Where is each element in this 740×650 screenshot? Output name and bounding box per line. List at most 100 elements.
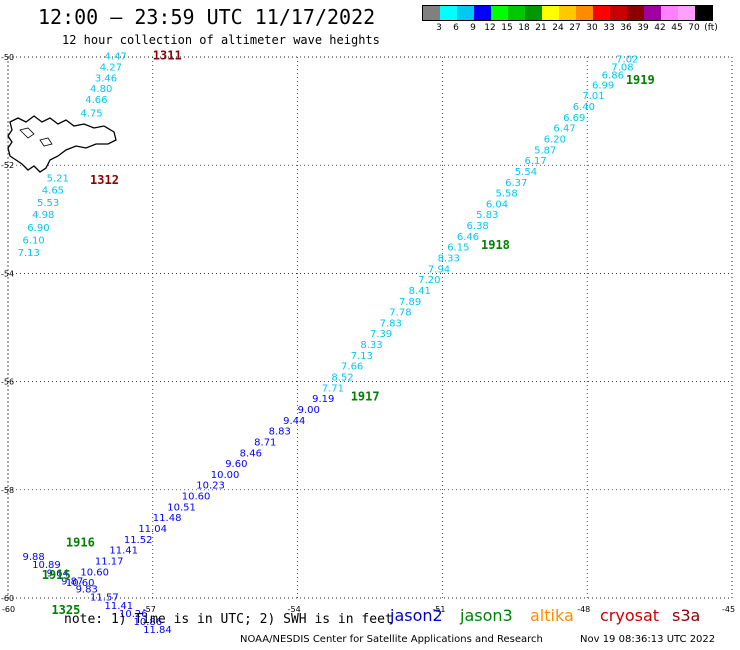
wave-height-value: 8.71 <box>254 437 276 448</box>
lon-tick-label: -57 <box>143 605 156 614</box>
pass-time-label: 1918 <box>481 238 510 252</box>
wave-height-value: 6.17 <box>524 156 546 167</box>
pass-time-label: 1312 <box>90 173 119 187</box>
pass-time-label: 1916 <box>66 536 95 550</box>
pass-time-label: 1325 <box>51 603 80 617</box>
sat-jason3-label: jason3 <box>460 606 513 625</box>
wave-height-value: 8.33 <box>438 253 460 264</box>
wave-height-value: 11.41 <box>109 546 138 557</box>
wave-height-value: 6.69 <box>563 113 585 124</box>
wave-height-value: 8.41 <box>409 286 431 297</box>
wave-height-value: 9.19 <box>312 394 334 405</box>
legend-label: 70 <box>688 23 700 33</box>
wave-height-value: 8.52 <box>331 373 353 384</box>
legend-label: (ft) <box>704 23 718 33</box>
wave-height-value: 5.83 <box>476 210 498 221</box>
wave-height-value: 7.71 <box>322 383 344 394</box>
legend-label: 24 <box>552 23 564 33</box>
wave-height-value: 6.90 <box>27 223 49 234</box>
wave-height-value: 6.99 <box>592 80 614 91</box>
wave-height-value: 7.89 <box>399 297 421 308</box>
legend-swatch <box>491 6 508 20</box>
wave-height-value: 9.64 <box>47 568 69 579</box>
lat-tick-label: -58 <box>1 486 14 495</box>
wave-height-value: 6.40 <box>573 102 595 113</box>
wave-height-value: 5.21 <box>47 173 69 184</box>
wave-height-value: 8.83 <box>269 427 291 438</box>
wave-height-value: 7.94 <box>428 264 450 275</box>
legend-label: 21 <box>535 23 547 33</box>
legend-label: 3 <box>436 23 442 33</box>
wave-height-value: 10.89 <box>32 560 61 571</box>
legend-swatch <box>559 6 576 20</box>
wave-height-value: 11.04 <box>138 524 167 535</box>
wave-height-value: 11.17 <box>95 556 124 567</box>
footer-note: note: 1) Time is in UTC; 2) SWH is in fe… <box>64 612 393 627</box>
island-outline <box>7 115 117 173</box>
legend-label: 18 <box>518 23 530 33</box>
footer-timestamp: Nov 19 08:36:13 UTC 2022 <box>580 634 716 645</box>
legend-swatch <box>423 6 440 20</box>
legend-swatch <box>644 6 661 20</box>
wave-height-value: 6.15 <box>447 243 469 254</box>
wave-height-value: 8.46 <box>240 448 262 459</box>
legend-swatch <box>593 6 610 20</box>
page-subtitle: 12 hour collection of altimeter wave hei… <box>62 33 380 47</box>
wave-height-value: 7.39 <box>370 329 392 340</box>
page-title: 12:00 – 23:59 UTC 11/17/2022 <box>38 5 376 29</box>
sat-altika-label: altika <box>530 606 574 625</box>
pass-time-label: 1919 <box>626 73 655 87</box>
wave-height-value: 9.44 <box>283 416 305 427</box>
wave-values: 4.474.273.464.804.66 4.75 5.214.65 5.534.98… <box>18 52 639 636</box>
wave-height-value: 6.86 <box>602 71 624 82</box>
legend-label: 45 <box>671 23 683 33</box>
wave-height-value: 3.46 <box>95 73 117 84</box>
legend-label: 15 <box>501 23 513 33</box>
legend-swatch <box>678 6 695 20</box>
wave-height-value: 7.83 <box>380 318 402 329</box>
wave-height-value: 11.52 <box>124 535 153 546</box>
lat-tick-label: -60 <box>1 594 14 603</box>
lon-tick-label: -54 <box>288 605 301 614</box>
lon-tick-label: -60 <box>2 605 15 614</box>
lat-tick-label: -50 <box>1 53 14 62</box>
wave-height-value: 7.66 <box>341 362 363 373</box>
legend-label: 6 <box>453 23 459 33</box>
legend-swatch <box>610 6 627 20</box>
wave-height-value: 11.84 <box>143 625 172 636</box>
lat-tick-label: -54 <box>1 269 14 278</box>
legend-swatch <box>508 6 525 20</box>
wave-height-value: 7.01 <box>582 91 604 102</box>
wave-height-value: 10.26 <box>119 609 148 620</box>
wave-height-value: 10.86 <box>133 617 162 628</box>
axis-ticks: -60 -57 -54 -51 -48 -45 -50 -52 -54 -56 -58 -60 <box>1 53 735 614</box>
legend-label: 42 <box>654 23 666 33</box>
wave-height-value: 7.13 <box>351 351 373 362</box>
wave-height-value: 6.46 <box>457 232 479 243</box>
wave-height-value: 6.37 <box>505 178 527 189</box>
wave-height-value: 9.00 <box>298 405 320 416</box>
legend-swatch <box>525 6 542 20</box>
legend-label: 33 <box>603 23 615 33</box>
lat-tick-label: -52 <box>1 161 14 170</box>
wave-height-value: 7.78 <box>389 308 411 319</box>
wave-height-value: 7.20 <box>418 275 440 286</box>
wave-height-value: 5.54 <box>515 167 537 178</box>
wave-height-value: 5.58 <box>495 189 517 200</box>
legend-swatch <box>440 6 457 20</box>
color-legend: 3 6 9 12 15 18 21 24 27 30 33 36 39 42 45 70 (ft) <box>422 5 718 35</box>
legend-swatches <box>422 5 713 21</box>
wave-height-value: 9.60 <box>225 459 247 470</box>
pass-time-label: 1915 <box>42 568 71 582</box>
wave-height-value: 4.80 <box>90 84 112 95</box>
wave-height-value: 7.08 <box>611 63 633 74</box>
wave-height-value: 6.20 <box>544 134 566 145</box>
legend-label: 39 <box>637 23 649 33</box>
legend-swatch <box>474 6 491 20</box>
wave-height-value: 10.51 <box>167 502 196 513</box>
legend-label: 30 <box>586 23 598 33</box>
legend-swatch <box>661 6 678 20</box>
wave-height-value: 7.13 <box>18 248 40 259</box>
legend-swatch <box>576 6 593 20</box>
